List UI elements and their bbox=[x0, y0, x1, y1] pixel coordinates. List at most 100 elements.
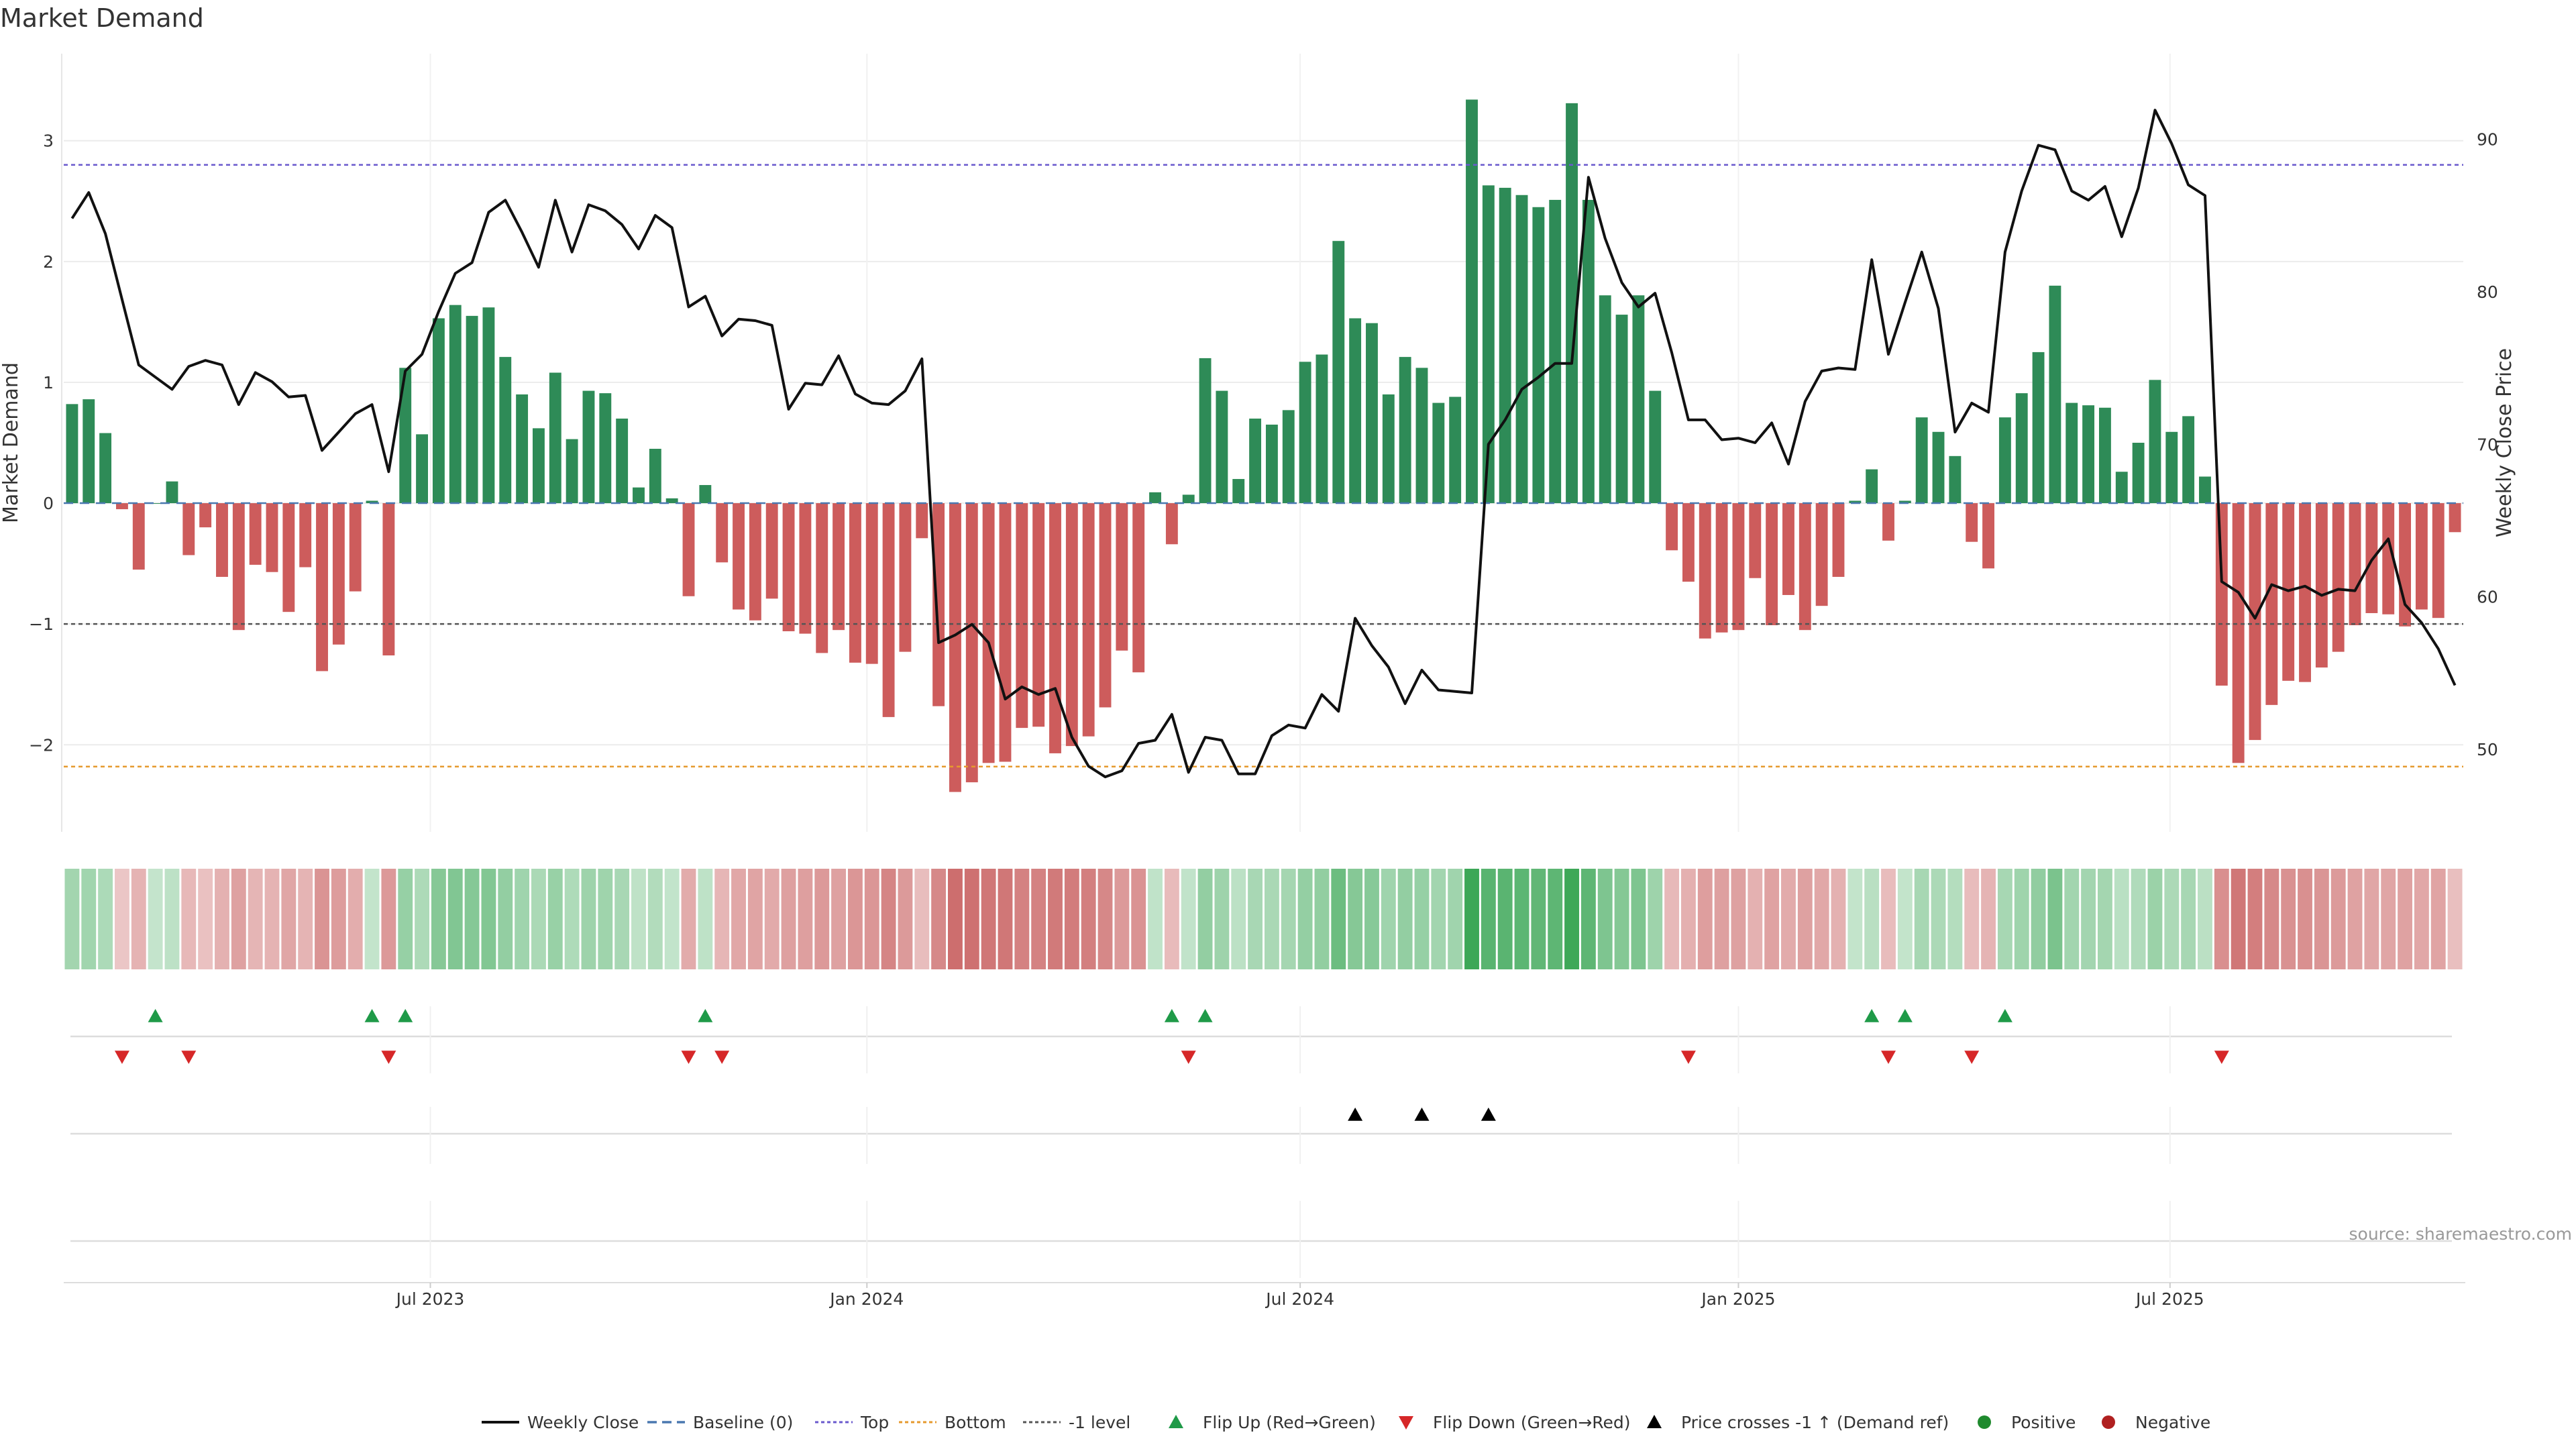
strip-cell bbox=[2131, 869, 2146, 969]
strip-cell bbox=[2414, 869, 2429, 969]
strip-cell bbox=[864, 869, 879, 969]
demand-bar-negative bbox=[965, 503, 978, 783]
demand-bar-positive bbox=[566, 439, 578, 504]
strip-cell bbox=[1814, 869, 1829, 969]
strip-cell bbox=[547, 869, 563, 969]
demand-bar-negative bbox=[115, 503, 128, 510]
strip-cell bbox=[1664, 869, 1680, 969]
signal-panels bbox=[64, 1006, 2465, 1283]
legend-item: Negative bbox=[2102, 1413, 2210, 1432]
circle-icon bbox=[1978, 1415, 1991, 1429]
circle-icon bbox=[2102, 1415, 2115, 1429]
demand-bar-negative bbox=[1832, 503, 1845, 577]
demand-bar-negative bbox=[1715, 503, 1728, 633]
demand-bar-negative bbox=[1815, 503, 1828, 606]
strip-cell bbox=[531, 869, 546, 969]
demand-bar-positive bbox=[1482, 185, 1495, 504]
demand-bar-positive bbox=[1332, 241, 1345, 504]
strip-cell bbox=[381, 869, 396, 969]
triangle-down-icon bbox=[1399, 1416, 1413, 1430]
demand-bar-positive bbox=[2015, 393, 2028, 504]
strip-cell bbox=[181, 869, 197, 969]
demand-bar-positive bbox=[616, 418, 629, 504]
strip-cell bbox=[398, 869, 413, 969]
strip-cell bbox=[564, 869, 580, 969]
legend-label: Flip Up (Red→Green) bbox=[1203, 1413, 1376, 1432]
demand-bar-negative bbox=[1165, 503, 1178, 545]
strip-cell bbox=[881, 869, 896, 969]
strip-cell bbox=[2430, 869, 2446, 969]
demand-bar-negative bbox=[1732, 503, 1745, 631]
strip-cell bbox=[64, 869, 80, 969]
strip-cell bbox=[1114, 869, 1130, 969]
demand-bar-positive bbox=[582, 390, 595, 504]
strip-cell bbox=[1231, 869, 1246, 969]
demand-bar-positive bbox=[1515, 195, 1528, 504]
axes-layer: −2 −1 0 1 2 3 50 60 70 80 90 bbox=[29, 54, 2498, 832]
strip-cell bbox=[981, 869, 996, 969]
strip-cell bbox=[1148, 869, 1163, 969]
strip-cell bbox=[464, 869, 480, 969]
demand-bar-positive bbox=[1199, 358, 1212, 504]
flip-up-marker bbox=[148, 1009, 163, 1022]
flip-up-marker bbox=[698, 1009, 713, 1022]
strip-cell bbox=[1580, 869, 1596, 969]
strip-cell bbox=[847, 869, 863, 969]
strip-cell bbox=[515, 869, 530, 969]
strip-cell bbox=[1214, 869, 1230, 969]
strip-cell bbox=[1281, 869, 1296, 969]
strip-cell bbox=[898, 869, 913, 969]
legend-label: Weekly Close bbox=[527, 1413, 639, 1432]
y-left-tick-label: 2 bbox=[43, 252, 54, 272]
demand-bar-negative bbox=[1799, 503, 1811, 631]
cross-marker bbox=[1481, 1108, 1496, 1121]
y-axis-right-label: Weekly Close Price bbox=[2493, 348, 2516, 537]
demand-bar-negative bbox=[2415, 503, 2428, 610]
demand-bar-positive bbox=[533, 428, 545, 504]
demand-bar-negative bbox=[2215, 503, 2228, 686]
legend-label: -1 level bbox=[1069, 1413, 1130, 1432]
legend-item: Positive bbox=[1978, 1413, 2076, 1432]
strip-cell bbox=[1964, 869, 1980, 969]
demand-bar-positive bbox=[549, 372, 561, 504]
demand-bar-positive bbox=[699, 485, 712, 504]
demand-bar-positive bbox=[482, 307, 495, 504]
strip-cell bbox=[1197, 869, 1213, 969]
strip-cell bbox=[1797, 869, 1813, 969]
demand-bar-positive bbox=[1632, 295, 1645, 504]
demand-bar-positive bbox=[2065, 402, 2078, 504]
x-tick-label: Jul 2025 bbox=[2135, 1289, 2204, 1309]
demand-bar-negative bbox=[1749, 503, 1762, 578]
flip-up-marker bbox=[398, 1009, 413, 1022]
strip-cell bbox=[2014, 869, 2029, 969]
strip-cell bbox=[731, 869, 746, 969]
demand-bar-positive bbox=[1532, 207, 1545, 504]
demand-bar-negative bbox=[182, 503, 195, 555]
y-left-tick-label: −1 bbox=[29, 614, 54, 634]
strip-cell bbox=[1064, 869, 1079, 969]
strip-cell bbox=[581, 869, 596, 969]
demand-bar-negative bbox=[932, 503, 945, 706]
demand-bar-positive bbox=[1432, 402, 1445, 504]
legend-label: Top bbox=[860, 1413, 889, 1432]
legend-item: Bottom bbox=[899, 1413, 1006, 1432]
demand-bar-positive bbox=[366, 500, 378, 504]
strip-cell bbox=[1764, 869, 1780, 969]
strip-cell bbox=[2198, 869, 2212, 969]
demand-bar-positive bbox=[2115, 472, 2128, 504]
strip-cell bbox=[1097, 869, 1113, 969]
strip-cell bbox=[948, 869, 963, 969]
strip-cell bbox=[714, 869, 730, 969]
demand-bar-positive bbox=[2132, 443, 2145, 504]
demand-bar-positive bbox=[1998, 417, 2011, 504]
strip-cell bbox=[2147, 869, 2163, 969]
chart-title: Market Demand bbox=[0, 3, 204, 33]
strip-cell bbox=[2098, 869, 2112, 969]
strip-cell bbox=[347, 869, 363, 969]
strip-cell bbox=[98, 869, 113, 969]
strip-cell bbox=[1648, 869, 1663, 969]
demand-bar-negative bbox=[2265, 503, 2278, 705]
strip-cell bbox=[2281, 869, 2296, 969]
cross-marker bbox=[1414, 1108, 1430, 1121]
